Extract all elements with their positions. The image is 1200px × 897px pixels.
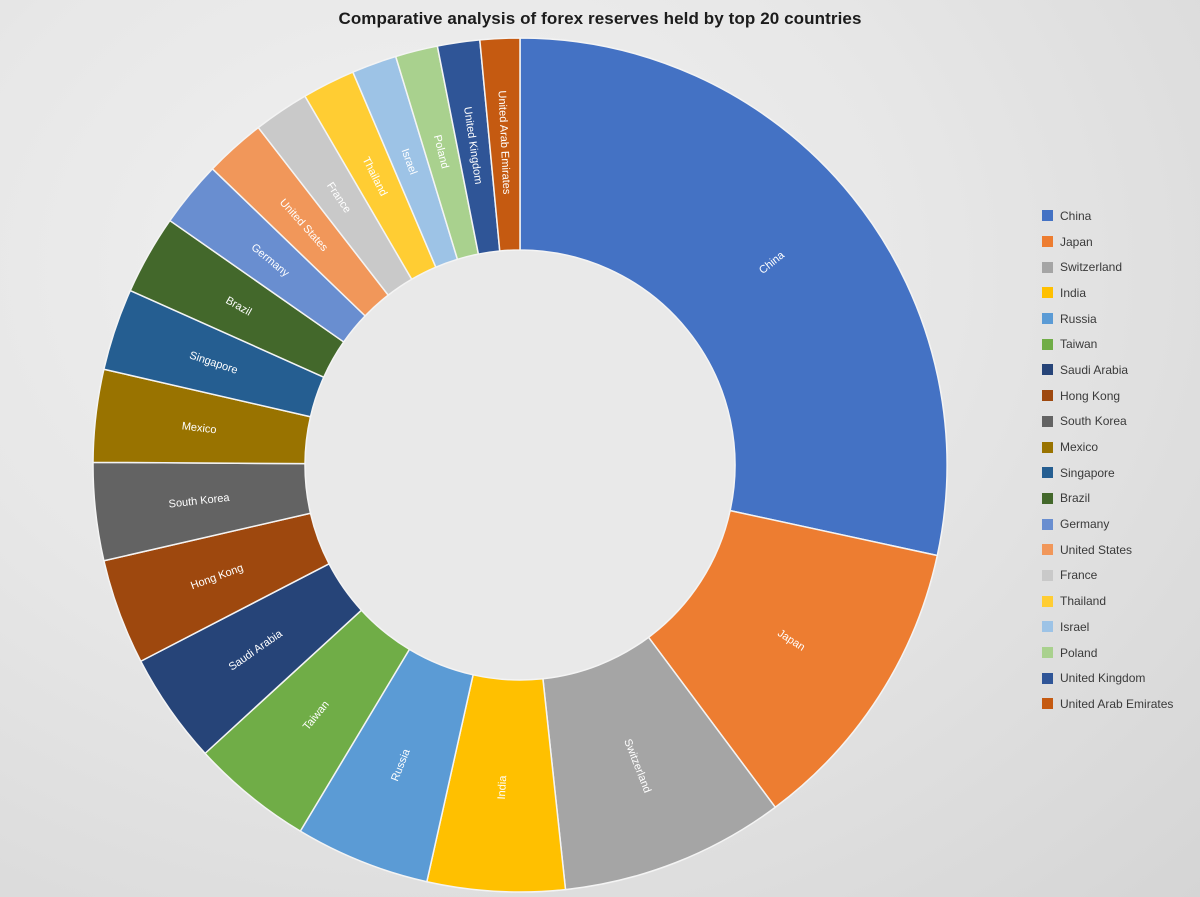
legend-label-russia: Russia: [1060, 311, 1097, 326]
legend-item-hong-kong: Hong Kong: [1042, 383, 1173, 409]
legend-swatch-switzerland: [1042, 261, 1053, 273]
legend-label-china: China: [1060, 208, 1092, 223]
legend-swatch-taiwan: [1042, 338, 1053, 350]
legend-swatch-united-arab-emirates: [1042, 698, 1053, 710]
legend-item-russia: Russia: [1042, 306, 1173, 332]
legend-item-thailand: Thailand: [1042, 588, 1173, 614]
legend-item-united-arab-emirates: United Arab Emirates: [1042, 691, 1173, 717]
legend-swatch-poland: [1042, 647, 1053, 659]
legend-swatch-japan: [1042, 236, 1053, 248]
legend-swatch-singapore: [1042, 467, 1053, 479]
legend-label-taiwan: Taiwan: [1060, 337, 1098, 352]
legend-item-saudi-arabia: Saudi Arabia: [1042, 357, 1173, 383]
legend-label-united-arab-emirates: United Arab Emirates: [1060, 696, 1174, 711]
legend-swatch-china: [1042, 210, 1053, 222]
legend-label-hong-kong: Hong Kong: [1060, 388, 1121, 403]
legend-swatch-russia: [1042, 313, 1053, 325]
legend-swatch-thailand: [1042, 595, 1053, 607]
chart-legend: China Japan Switzerland India Russia Taiwan Sa…: [1042, 203, 1173, 717]
legend-label-brazil: Brazil: [1060, 491, 1091, 506]
legend-label-germany: Germany: [1060, 517, 1110, 532]
legend-item-united-states: United States: [1042, 537, 1173, 563]
legend-item-south-korea: South Korea: [1042, 409, 1173, 435]
donut-hole: [305, 250, 735, 680]
legend-item-germany: Germany: [1042, 511, 1173, 537]
legend-item-france: France: [1042, 563, 1173, 589]
legend-item-india: India: [1042, 280, 1173, 306]
legend-swatch-hong-kong: [1042, 390, 1053, 402]
legend-item-poland: Poland: [1042, 640, 1173, 666]
slice-label-united-arab-emirates: United Arab Emirates: [496, 90, 513, 195]
legend-item-china: China: [1042, 203, 1173, 229]
legend-label-france: France: [1060, 568, 1098, 583]
legend-item-mexico: Mexico: [1042, 434, 1173, 460]
legend-label-poland: Poland: [1060, 645, 1098, 660]
legend-swatch-united-kingdom: [1042, 672, 1053, 684]
legend-swatch-mexico: [1042, 441, 1053, 453]
legend-item-united-kingdom: United Kingdom: [1042, 665, 1173, 691]
legend-label-saudi-arabia: Saudi Arabia: [1060, 362, 1129, 377]
legend-item-switzerland: Switzerland: [1042, 254, 1173, 280]
legend-label-india: India: [1060, 285, 1087, 300]
legend-item-brazil: Brazil: [1042, 486, 1173, 512]
legend-label-singapore: Singapore: [1060, 465, 1115, 480]
legend-swatch-germany: [1042, 518, 1053, 530]
legend-swatch-brazil: [1042, 492, 1053, 504]
legend-label-united-states: United States: [1060, 542, 1133, 557]
legend-swatch-france: [1042, 569, 1053, 581]
legend-label-switzerland: Switzerland: [1060, 260, 1123, 275]
legend-item-japan: Japan: [1042, 229, 1173, 255]
legend-label-japan: Japan: [1060, 234, 1093, 249]
slice-label-india: India: [496, 774, 509, 799]
legend-item-israel: Israel: [1042, 614, 1173, 640]
slice-china: [519, 37, 948, 557]
legend-label-israel: Israel: [1060, 619, 1090, 634]
legend-swatch-united-states: [1042, 544, 1053, 556]
legend-label-south-korea: South Korea: [1060, 414, 1127, 429]
legend-swatch-saudi-arabia: [1042, 364, 1053, 376]
legend-swatch-south-korea: [1042, 415, 1053, 427]
legend-item-taiwan: Taiwan: [1042, 331, 1173, 357]
chart-title: Comparative analysis of forex reserves h…: [338, 9, 862, 28]
legend-label-thailand: Thailand: [1060, 594, 1107, 609]
legend-swatch-israel: [1042, 621, 1053, 633]
legend-label-united-kingdom: United Kingdom: [1060, 671, 1146, 686]
slice-united-arab-emirates: [479, 37, 521, 252]
slice-label-mexico: Mexico: [181, 420, 217, 436]
legend-swatch-india: [1042, 287, 1053, 299]
legend-label-mexico: Mexico: [1060, 440, 1099, 455]
legend-item-singapore: Singapore: [1042, 460, 1173, 486]
